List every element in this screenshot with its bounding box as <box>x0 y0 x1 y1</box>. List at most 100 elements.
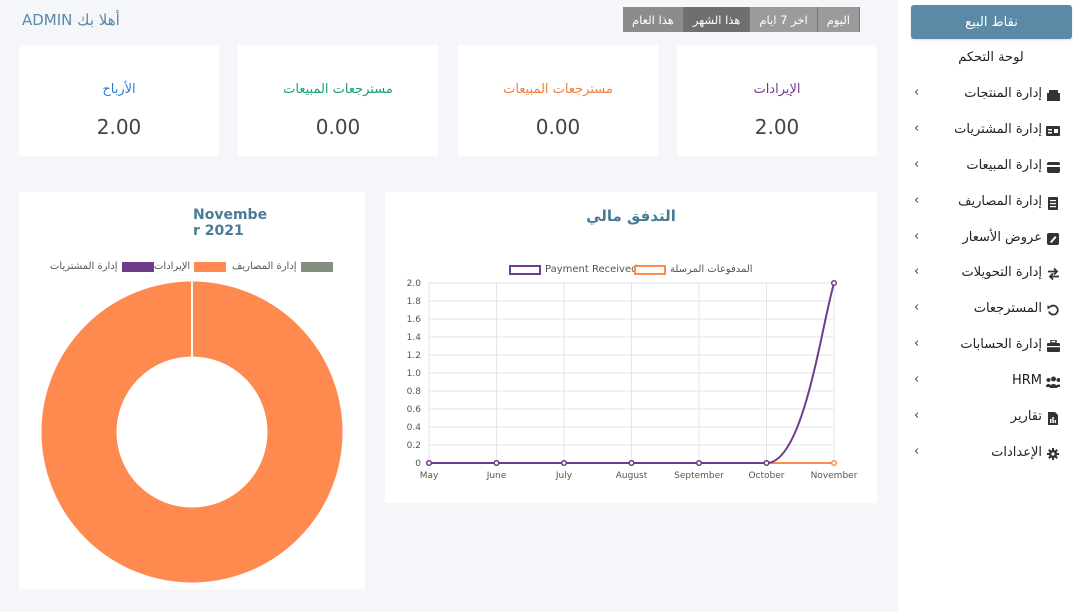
data-point <box>830 459 838 467</box>
y-tick-label: 0.4 <box>407 423 422 433</box>
revenue-card: الإيرادات 2.00 <box>677 45 877 156</box>
legend-expenses[interactable]: إدارة المصاريف <box>232 261 333 272</box>
sidebar-item-sales[interactable]: ‹ إدارة المبيعات <box>898 155 1080 179</box>
reports-icon <box>1046 411 1060 425</box>
sidebar-item-label: إدارة الحسابات <box>960 337 1042 352</box>
sidebar-item-dashboard[interactable]: لوحة التحكم <box>958 50 1024 65</box>
card-value: 2.00 <box>754 115 800 139</box>
card-title: الأرباح <box>102 82 136 97</box>
x-tick-label: May <box>420 471 439 481</box>
y-tick-label: 0 <box>415 459 421 469</box>
chevron-left-icon: ‹ <box>914 372 920 387</box>
expenses-icon <box>1046 196 1060 210</box>
chevron-left-icon: ‹ <box>914 300 920 315</box>
card-title: مسترجعات المبيعات <box>283 82 393 97</box>
quotations-icon <box>1046 232 1060 246</box>
chevron-left-icon: ‹ <box>914 444 920 459</box>
legend-label: إدارة المشتريات <box>50 261 118 272</box>
sidebar-item-label: تقارير <box>1010 409 1042 424</box>
chevron-left-icon: ‹ <box>914 121 920 136</box>
data-point <box>560 459 568 467</box>
data-point <box>493 459 500 467</box>
legend-payment-sent[interactable]: المدفوعات المرسلة <box>634 264 753 275</box>
sidebar-item-products[interactable]: ‹ إدارة المنتجات <box>898 83 1080 107</box>
sidebar-item-transfers[interactable]: ‹ إدارة التحويلات <box>898 262 1080 286</box>
legend-label: Payment Received <box>545 264 638 275</box>
legend-label: إدارة المصاريف <box>232 261 297 272</box>
y-tick-label: 1.8 <box>407 297 422 307</box>
x-tick-label: November <box>811 471 858 481</box>
sidebar-item-label: إدارة المبيعات <box>966 158 1042 173</box>
period-filter: هذا العام هذا الشهر اخر 7 ايام اليوم <box>623 7 860 32</box>
pos-button[interactable]: نقاط البيع <box>911 5 1072 39</box>
sidebar-item-returns[interactable]: ‹ المسترجعات <box>898 298 1080 322</box>
cash-flow-line-chart: 0 0.2 0.4 0.6 0.8 1.0 1.2 1.4 1.6 1.8 2.0 May June Ju… <box>407 279 858 481</box>
series-line <box>429 282 835 464</box>
sidebar-item-label: إدارة المشتريات <box>954 122 1042 137</box>
period-last-7-days[interactable]: اخر 7 ايام <box>750 7 818 32</box>
x-tick-label: September <box>674 471 724 481</box>
sales-returns-card-2: مسترجعات المبيعات 0.00 <box>238 45 438 156</box>
sidebar-item-label: إدارة المصاريف <box>958 194 1042 209</box>
chevron-left-icon: ‹ <box>914 85 920 100</box>
period-today[interactable]: اليوم <box>817 7 860 32</box>
x-tick-label: October <box>748 471 784 481</box>
y-tick-label: 1.6 <box>407 315 422 325</box>
donut-chart <box>41 281 343 583</box>
sidebar-item-hrm[interactable]: ‹ HRM <box>898 370 1080 394</box>
card-value: 0.00 <box>535 115 581 139</box>
chevron-left-icon: ‹ <box>914 336 920 351</box>
sidebar: نقاط البيع لوحة التحكم ‹ إدارة المنتجات … <box>898 0 1080 612</box>
sidebar-item-label: الإعدادات <box>991 445 1042 460</box>
accounts-icon <box>1046 339 1060 353</box>
sidebar-item-reports[interactable]: ‹ تقارير <box>898 406 1080 430</box>
sidebar-item-settings[interactable]: ‹ الإعدادات <box>898 442 1080 466</box>
legend-swatch <box>121 261 154 272</box>
donut-chart-title: November 2021 <box>193 207 268 239</box>
card-value: 0.00 <box>315 115 361 139</box>
donut-chart-panel: November 2021 إدارة المصاريف الإيرادات إ… <box>19 192 365 589</box>
chevron-left-icon: ‹ <box>914 229 920 244</box>
products-icon <box>1046 88 1060 102</box>
sidebar-item-label: المسترجعات <box>973 301 1042 316</box>
sales-icon <box>1046 160 1060 174</box>
purchases-icon <box>1046 124 1060 138</box>
period-this-month[interactable]: هذا الشهر <box>683 7 751 32</box>
x-tick-label: June <box>486 471 507 481</box>
card-title: الإيرادات <box>753 82 801 97</box>
sidebar-item-expenses[interactable]: ‹ إدارة المصاريف <box>898 191 1080 215</box>
y-tick-label: 0.8 <box>407 387 422 397</box>
chevron-left-icon: ‹ <box>914 408 920 423</box>
sales-returns-card: مسترجعات المبيعات 0.00 <box>458 45 658 156</box>
card-value: 2.00 <box>96 115 142 139</box>
sidebar-item-label: HRM <box>1011 373 1042 388</box>
legend-swatch <box>194 261 227 272</box>
sidebar-item-label: عروض الأسعار <box>962 230 1043 245</box>
y-tick-label: 1.2 <box>407 351 421 361</box>
y-tick-label: 1.0 <box>407 369 422 379</box>
sidebar-item-purchases[interactable]: ‹ إدارة المشتريات <box>898 119 1080 143</box>
returns-icon <box>1046 303 1060 317</box>
legend-payment-received[interactable]: Payment Received <box>509 264 637 275</box>
legend-label: الإيرادات <box>154 261 191 272</box>
y-tick-label: 2.0 <box>407 279 422 289</box>
y-tick-label: 0.6 <box>407 405 422 415</box>
period-this-year[interactable]: هذا العام <box>623 7 684 32</box>
legend-swatch <box>300 261 333 272</box>
x-tick-label: July <box>555 471 573 481</box>
data-point <box>695 459 703 467</box>
donut-slice-revenue[interactable] <box>41 281 343 583</box>
y-tick-label: 1.4 <box>407 333 422 343</box>
legend-label: المدفوعات المرسلة <box>670 264 753 275</box>
chevron-left-icon: ‹ <box>914 157 920 172</box>
legend-swatch <box>509 264 541 275</box>
profit-card: الأرباح 2.00 <box>19 45 219 156</box>
cash-flow-panel: التدفق مالي Payment Received المدفوعات ا… <box>385 192 877 503</box>
sidebar-item-label: إدارة التحويلات <box>961 265 1042 280</box>
legend-purchases[interactable]: إدارة المشتريات <box>50 261 154 272</box>
sidebar-item-accounts[interactable]: ‹ إدارة الحسابات <box>898 334 1080 358</box>
welcome-text: أهلا بك ADMIN <box>22 11 120 29</box>
sidebar-item-quotations[interactable]: ‹ عروض الأسعار <box>898 227 1080 251</box>
data-point <box>763 459 770 467</box>
legend-revenue[interactable]: الإيرادات <box>154 261 227 272</box>
